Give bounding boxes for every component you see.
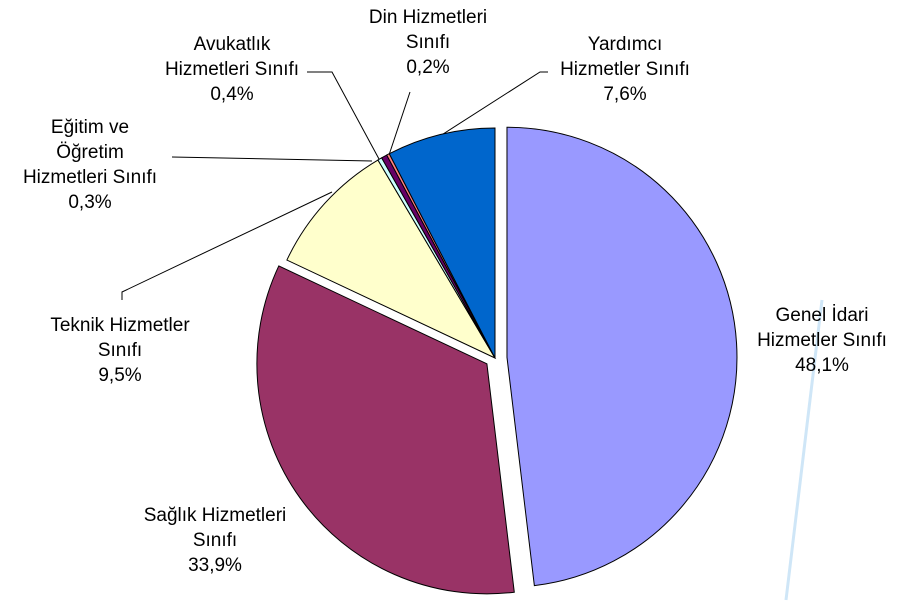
leader-line — [171, 156, 373, 162]
leader-line — [439, 71, 548, 137]
category-label: Teknik Hizmetler Sınıfı — [50, 315, 190, 361]
value-label: 9,5% — [98, 365, 142, 386]
value-label: 0,2% — [406, 57, 450, 78]
slice-label: Teknik Hizmetler Sınıfı 9,5% — [33, 313, 208, 388]
value-label: 33,9% — [188, 555, 242, 576]
value-label: 0,3% — [68, 192, 112, 213]
value-label: 0,4% — [210, 84, 254, 105]
leader-line — [121, 191, 333, 300]
slice-label: Yardımcı Hizmetler Sınıfı 7,6% — [548, 32, 703, 107]
category-label: Genel İdari Hizmetler Sınıfı — [757, 305, 887, 351]
pie-slice — [256, 265, 515, 595]
category-label: Sağlık Hizmetleri Sınıfı — [143, 505, 287, 551]
slice-label: Din Hizmetleri Sınıfı 0,2% — [368, 5, 488, 80]
slice-label: Eğitim ve Öğretim Hizmetleri Sınıfı 0,3% — [15, 115, 165, 215]
pie-slice — [286, 159, 497, 360]
slice-label: Avukatlık Hizmetleri Sınıfı 0,4% — [152, 32, 312, 107]
decoration-line — [784, 299, 824, 601]
value-label: 48,1% — [795, 355, 849, 376]
slice-label: Genel İdari Hizmetler Sınıfı 48,1% — [740, 303, 902, 378]
leader-line — [307, 71, 380, 160]
category-label: Eğitim ve Öğretim Hizmetleri Sınıfı — [22, 117, 158, 188]
value-label: 7,6% — [603, 84, 647, 105]
leader-line — [387, 91, 411, 159]
category-label: Yardımcı Hizmetler Sınıfı — [560, 34, 690, 80]
category-label: Avukatlık Hizmetleri Sınıfı — [164, 34, 300, 80]
slice-label: Sağlık Hizmetleri Sınıfı 33,9% — [123, 503, 308, 578]
pie-slice — [388, 127, 496, 359]
category-label: Din Hizmetleri Sınıfı — [368, 7, 488, 53]
pie-slice — [506, 126, 738, 587]
